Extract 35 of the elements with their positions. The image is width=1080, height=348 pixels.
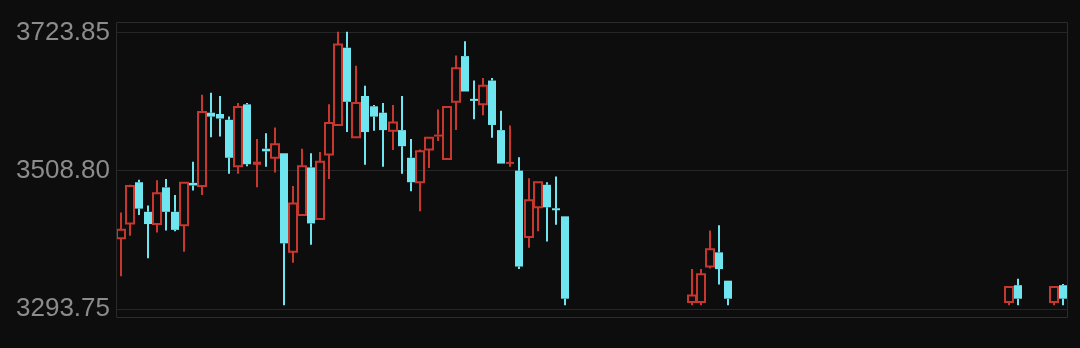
candlestick [715,224,723,286]
y-tick-label: 3293.75 [16,292,110,323]
candlestick [144,204,152,260]
candlestick [506,124,514,168]
candlestick [561,216,569,307]
candlestick [315,150,325,220]
candlestick [343,30,351,134]
candlestick [307,152,315,246]
candlestick [270,126,280,174]
candlestick [225,115,233,175]
candlestick [461,40,469,92]
candlestick [705,229,715,270]
y-tick-label: 3508.80 [16,153,110,184]
candlestick [116,211,126,278]
candlestick [488,76,496,139]
candlestick [407,138,415,193]
candlestick [470,79,478,121]
candlestick [253,138,261,189]
candlestick [451,54,461,132]
candlestick [197,93,207,197]
candlestick [497,109,505,164]
candlestick [1014,277,1022,307]
candlestick [388,104,398,152]
candlestick [162,178,170,232]
candlestick [351,64,361,139]
candlestick [543,181,551,243]
candlestick [280,153,288,307]
y-tick-label: 3723.85 [16,15,110,46]
candlestick [478,76,488,117]
candlestick [552,175,560,226]
candlestick [724,280,732,307]
candlestick [515,156,523,271]
candlestick [152,179,162,234]
candlestick [398,95,406,175]
candlestick [179,181,189,253]
